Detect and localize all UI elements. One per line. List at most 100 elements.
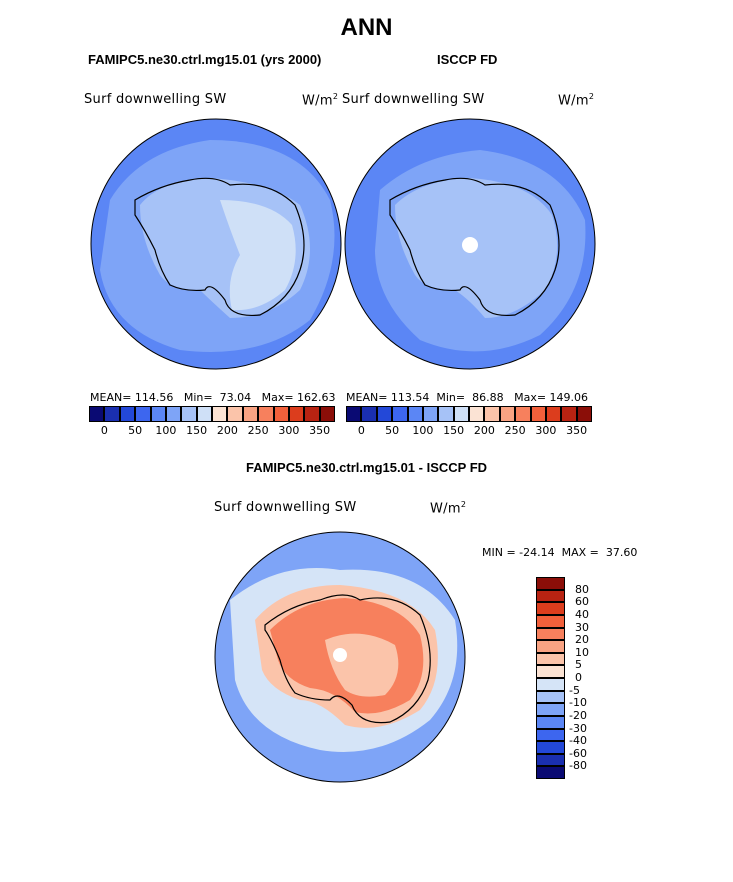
colorbar-swatch	[576, 406, 592, 422]
obs-stats: MEAN= 113.54 Min= 86.88 Max= 149.06	[346, 391, 589, 404]
model-units-label: W/m2	[302, 92, 339, 109]
colorbar-tick-label: 30	[575, 620, 589, 634]
colorbar-tick-label: 80	[575, 582, 589, 596]
colorbar-tick-label: -80	[569, 759, 587, 773]
colorbar-tick-label: 300	[278, 424, 300, 437]
colorbar-tick-label: 200	[216, 424, 238, 437]
colorbar-tick-label: 0	[100, 424, 108, 437]
colorbar-swatch	[536, 741, 565, 754]
colorbar-swatch	[530, 406, 546, 422]
colorbar-swatch	[104, 406, 120, 422]
diff-panel-title: FAMIPC5.ne30.ctrl.mg15.01 - ISCCP FD	[245, 460, 488, 475]
colorbar-swatch	[181, 406, 197, 422]
model-colorbar	[89, 406, 335, 422]
colorbar-swatch	[319, 406, 335, 422]
colorbar-swatch	[469, 406, 485, 422]
obs-panel-title: ISCCP FD	[437, 52, 498, 67]
colorbar-swatch	[536, 602, 565, 615]
colorbar-tick-label: 350	[309, 424, 331, 437]
diff-colorbar	[536, 577, 565, 779]
colorbar-tick-label: 300	[535, 424, 557, 437]
colorbar-swatch	[536, 640, 565, 653]
colorbar-swatch	[119, 406, 136, 422]
colorbar-swatch	[273, 406, 289, 422]
colorbar-tick-label: 350	[566, 424, 588, 437]
figure-title: ANN	[340, 14, 393, 41]
colorbar-tick-label: 0	[357, 424, 365, 437]
colorbar-swatch	[361, 406, 377, 422]
colorbar-tick-label: 150	[186, 424, 208, 437]
colorbar-swatch	[346, 406, 362, 422]
colorbar-swatch	[376, 406, 393, 422]
colorbar-tick-label: -20	[569, 708, 587, 722]
colorbar-swatch	[561, 406, 577, 422]
colorbar-tick-label: -40	[569, 734, 587, 748]
obs-units-label: W/m2	[558, 92, 595, 109]
diff-colorbar-ticks: 80 60 40 30 20 10 5 0 -5 -10 -20 -30 -40 -60 -80	[569, 577, 609, 779]
diff-minmax: MIN = -24.14 MAX = 37.60	[482, 546, 638, 559]
colorbar-swatch	[536, 690, 565, 704]
colorbar-tick-label: 0	[575, 671, 582, 684]
colorbar-swatch	[536, 627, 565, 641]
colorbar-swatch	[438, 406, 454, 422]
colorbar-swatch	[288, 406, 305, 422]
colorbar-swatch	[258, 406, 274, 422]
colorbar-tick-label: 100	[412, 424, 434, 437]
colorbar-tick-label: 250	[247, 424, 269, 437]
colorbar-swatch	[536, 589, 565, 603]
colorbar-tick-label: 20	[575, 633, 589, 647]
colorbar-swatch	[536, 728, 565, 742]
colorbar-swatch	[499, 406, 516, 422]
colorbar-swatch	[89, 406, 105, 422]
colorbar-swatch	[484, 406, 500, 422]
colorbar-swatch	[545, 406, 562, 422]
colorbar-swatch	[196, 406, 212, 422]
colorbar-swatch	[536, 753, 565, 767]
obs-colorbar-ticks: 0 50 100 150 200 250 300 350	[346, 424, 592, 440]
colorbar-tick-label: 60	[575, 595, 589, 609]
colorbar-tick-label: 200	[473, 424, 495, 437]
colorbar-tick-label: 250	[504, 424, 526, 437]
colorbar-swatch	[536, 652, 565, 666]
colorbar-swatch	[453, 406, 469, 422]
colorbar-swatch	[515, 406, 531, 422]
colorbar-tick-label: -10	[569, 696, 587, 710]
colorbar-tick-label: 150	[443, 424, 465, 437]
model-panel-title: FAMIPC5.ne30.ctrl.mg15.01 (yrs 2000)	[88, 52, 322, 67]
colorbar-swatch	[536, 665, 565, 678]
colorbar-swatch	[536, 703, 565, 716]
colorbar-swatch	[304, 406, 320, 422]
colorbar-swatch	[165, 406, 182, 422]
obs-variable-label: Surf downwelling SW	[342, 92, 485, 107]
colorbar-tick-label: -5	[569, 683, 580, 697]
colorbar-swatch	[536, 715, 565, 729]
colorbar-swatch	[536, 766, 565, 779]
colorbar-tick-label: 100	[155, 424, 177, 437]
colorbar-tick-label: 50	[128, 424, 143, 437]
colorbar-swatch	[536, 614, 565, 628]
colorbar-tick-label: -30	[569, 721, 587, 735]
model-variable-label: Surf downwelling SW	[84, 92, 227, 107]
colorbar-swatch	[422, 406, 439, 422]
colorbar-swatch	[536, 678, 565, 691]
colorbar-tick-label: 40	[575, 607, 589, 621]
colorbar-swatch	[135, 406, 151, 422]
colorbar-swatch	[407, 406, 423, 422]
colorbar-swatch	[150, 406, 166, 422]
colorbar-swatch	[536, 577, 565, 590]
colorbar-swatch	[212, 406, 228, 422]
model-stats: MEAN= 114.56 Min= 73.04 Max= 162.63	[90, 391, 336, 404]
obs-colorbar	[346, 406, 592, 422]
colorbar-swatch	[392, 406, 408, 422]
colorbar-tick-label: 5	[575, 658, 582, 672]
colorbar-tick-label: 10	[575, 645, 589, 659]
model-colorbar-ticks: 0 50 100 150 200 250 300 350	[89, 424, 335, 440]
diff-variable-label: Surf downwelling SW	[214, 500, 357, 515]
colorbar-swatch	[242, 406, 259, 422]
diff-units-label: W/m2	[430, 500, 467, 517]
colorbar-tick-label: -60	[569, 746, 587, 760]
colorbar-tick-label: 50	[385, 424, 400, 437]
